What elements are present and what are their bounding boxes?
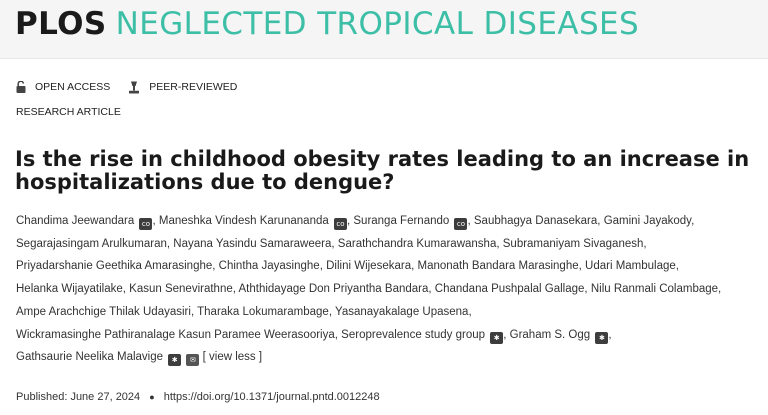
author-link[interactable]: Chandana Pushpalal Gallage, bbox=[434, 283, 588, 296]
author-link[interactable]: Aththidayage Don Priyantha Bandara, bbox=[238, 283, 432, 296]
author-list: Chandima Jeewandara co, Maneshka Vindesh… bbox=[16, 210, 756, 369]
author-link[interactable]: Nilu Ranmali Colambage, bbox=[590, 283, 722, 296]
published-label: Published: bbox=[16, 391, 68, 403]
author-link[interactable]: Suranga Fernando co, bbox=[353, 215, 471, 230]
journal-logo[interactable]: PLOS NEGLECTED TROPICAL DISEASES bbox=[15, 6, 640, 42]
corresponding-author-icon[interactable]: ✱ bbox=[490, 331, 504, 344]
doi-link[interactable]: https://doi.org/10.1371/journal.pntd.001… bbox=[163, 391, 380, 403]
author-link[interactable]: Gathsaurie Neelika Malavige ✱ ✉ bbox=[16, 351, 200, 367]
author-link[interactable]: Segarajasingam Arulkumaran, bbox=[16, 237, 171, 250]
open-lock-icon bbox=[16, 81, 26, 93]
author-link[interactable]: Wickramasinghe Pathiranalage Kasun Param… bbox=[16, 328, 338, 341]
author-link[interactable]: Chandima Jeewandara co, bbox=[16, 215, 156, 230]
author-link[interactable]: Dilini Wijesekara, bbox=[326, 260, 415, 273]
journal-masthead: PLOS NEGLECTED TROPICAL DISEASES bbox=[0, 0, 768, 59]
orcid-icon[interactable]: co bbox=[333, 218, 347, 230]
peer-reviewed-icon bbox=[129, 81, 140, 93]
corresponding-author-icon[interactable]: ✱ bbox=[168, 354, 182, 367]
open-access-badge[interactable]: OPEN ACCESS bbox=[16, 81, 110, 93]
orcid-icon[interactable]: co bbox=[454, 218, 468, 230]
email-icon[interactable]: ✉ bbox=[186, 354, 200, 367]
published-date: June 27, 2024 bbox=[70, 391, 141, 403]
peer-reviewed-badge[interactable]: PEER-REVIEWED bbox=[128, 81, 237, 94]
author-link[interactable]: Saubhagya Danasekara, bbox=[473, 215, 601, 227]
author-link[interactable]: Subramaniyam Sivaganesh, bbox=[502, 237, 647, 250]
orcid-icon[interactable]: co bbox=[139, 218, 153, 230]
author-link[interactable]: Helanka Wijayatilake, bbox=[16, 283, 126, 296]
author-link[interactable]: Kasun Senevirathne, bbox=[129, 283, 236, 296]
article-title: Is the rise in childhood obesity rates l… bbox=[15, 147, 750, 194]
author-link[interactable]: Tharaka Lokumarambage, bbox=[197, 305, 333, 318]
bullet-separator: ● bbox=[149, 392, 155, 402]
author-link[interactable]: Manonath Bandara Marasinghe, bbox=[417, 260, 582, 273]
article-type-label: RESEARCH ARTICLE bbox=[16, 106, 121, 118]
author-link[interactable]: Seroprevalence study group ✱, bbox=[341, 328, 507, 344]
author-link[interactable]: Chintha Jayasinghe, bbox=[218, 260, 323, 273]
view-less-link[interactable]: [ view less ] bbox=[202, 351, 263, 364]
publication-info: Published: June 27, 2024 ● https://doi.o… bbox=[16, 391, 380, 403]
author-link[interactable]: Ampe Arachchige Thilak Udayasiri, bbox=[16, 305, 195, 318]
author-link[interactable]: Sarathchandra Kumarawansha, bbox=[337, 237, 500, 250]
author-link[interactable]: Udari Mambulage, bbox=[585, 260, 679, 273]
author-link[interactable]: Gamini Jayakody, bbox=[603, 215, 695, 227]
corresponding-author-icon[interactable]: ✱ bbox=[595, 331, 609, 344]
author-link[interactable]: Graham S. Ogg ✱, bbox=[509, 328, 612, 344]
author-link[interactable]: Nayana Yasindu Samaraweera, bbox=[173, 237, 335, 250]
author-link[interactable]: Yasanayakalage Upasena, bbox=[335, 305, 472, 318]
author-link[interactable]: Maneshka Vindesh Karunananda co, bbox=[158, 215, 351, 230]
article-badges: OPEN ACCESS PEER-REVIEWED bbox=[16, 79, 255, 95]
author-link[interactable]: Priyadarshanie Geethika Amarasinghe, bbox=[16, 260, 216, 273]
